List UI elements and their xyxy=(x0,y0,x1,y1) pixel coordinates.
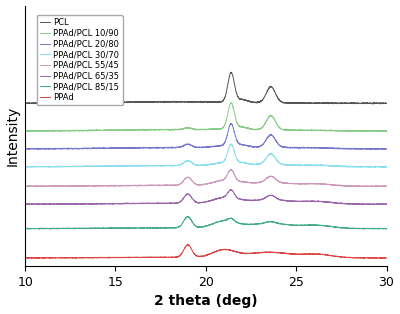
PPAd/PCL 20/80 xyxy=(370,148,374,151)
PPAd/PCL 85/15 xyxy=(338,226,343,230)
Line: PPAd/PCL 10/90: PPAd/PCL 10/90 xyxy=(25,103,386,132)
PPAd/PCL 55/45 xyxy=(338,184,343,187)
PPAd xyxy=(377,256,382,260)
PPAd/PCL 55/45 xyxy=(27,185,32,189)
PPAd/PCL 65/35 xyxy=(377,203,382,206)
PPAd/PCL 30/70 xyxy=(378,165,383,169)
PPAd xyxy=(29,257,34,260)
PPAd/PCL 85/15 xyxy=(85,226,90,230)
PCL xyxy=(378,102,383,106)
PPAd/PCL 30/70 xyxy=(64,164,69,168)
PPAd/PCL 65/35 xyxy=(64,202,69,206)
PPAd/PCL 10/90 xyxy=(228,101,233,105)
PCL xyxy=(177,100,182,104)
PPAd/PCL 65/35 xyxy=(384,202,389,206)
PPAd xyxy=(23,256,28,259)
PPAd/PCL 65/35 xyxy=(23,202,28,206)
PCL xyxy=(384,101,389,105)
PPAd/PCL 85/15 xyxy=(376,227,381,231)
PPAd/PCL 20/80 xyxy=(177,145,182,149)
PPAd/PCL 55/45 xyxy=(162,183,166,187)
PPAd/PCL 85/15 xyxy=(23,227,28,230)
PCL xyxy=(228,70,233,74)
PPAd/PCL 20/80 xyxy=(85,147,90,150)
PCL xyxy=(85,101,90,105)
PPAd/PCL 10/90 xyxy=(373,130,378,133)
Line: PPAd/PCL 30/70: PPAd/PCL 30/70 xyxy=(25,144,386,167)
PPAd/PCL 10/90 xyxy=(64,129,69,133)
PPAd/PCL 30/70 xyxy=(85,164,90,168)
PPAd/PCL 55/45 xyxy=(228,168,233,171)
PPAd/PCL 10/90 xyxy=(177,127,182,131)
Line: PCL: PCL xyxy=(25,72,386,104)
PCL xyxy=(338,101,343,105)
PCL xyxy=(161,100,166,104)
PPAd/PCL 20/80 xyxy=(338,147,343,150)
PPAd/PCL 20/80 xyxy=(161,146,166,149)
PPAd/PCL 30/70 xyxy=(23,165,28,168)
PPAd/PCL 20/80 xyxy=(23,147,28,151)
PPAd/PCL 55/45 xyxy=(23,184,28,188)
PPAd/PCL 30/70 xyxy=(177,163,182,167)
PPAd/PCL 55/45 xyxy=(64,184,69,188)
Y-axis label: Intensity: Intensity xyxy=(6,106,20,166)
PPAd/PCL 30/70 xyxy=(229,142,234,146)
PPAd/PCL 10/90 xyxy=(23,129,28,133)
PPAd/PCL 85/15 xyxy=(64,226,69,230)
PPAd/PCL 65/35 xyxy=(162,201,166,205)
PPAd xyxy=(162,256,166,259)
PCL xyxy=(377,101,382,105)
PPAd xyxy=(177,254,182,257)
PPAd/PCL 20/80 xyxy=(228,122,233,125)
PPAd/PCL 65/35 xyxy=(177,200,182,204)
Line: PPAd/PCL 65/35: PPAd/PCL 65/35 xyxy=(25,190,386,205)
PCL xyxy=(23,101,28,105)
PPAd/PCL 65/35 xyxy=(86,202,90,206)
PPAd/PCL 30/70 xyxy=(161,164,166,167)
PPAd/PCL 85/15 xyxy=(384,227,389,231)
Line: PPAd/PCL 55/45: PPAd/PCL 55/45 xyxy=(25,170,386,187)
PCL xyxy=(64,101,69,105)
Legend: PCL, PPAd/PCL 10/90, PPAd/PCL 20/80, PPAd/PCL 30/70, PPAd/PCL 55/45, PPAd/PCL 65: PCL, PPAd/PCL 10/90, PPAd/PCL 20/80, PPA… xyxy=(36,15,122,105)
PPAd/PCL 85/15 xyxy=(185,215,190,219)
PPAd/PCL 30/70 xyxy=(377,165,382,169)
X-axis label: 2 theta (deg): 2 theta (deg) xyxy=(154,295,258,308)
PPAd/PCL 85/15 xyxy=(177,225,182,228)
Line: PPAd/PCL 20/80: PPAd/PCL 20/80 xyxy=(25,123,386,149)
PPAd/PCL 85/15 xyxy=(161,226,166,230)
PPAd/PCL 65/35 xyxy=(42,203,47,207)
Line: PPAd/PCL 85/15: PPAd/PCL 85/15 xyxy=(25,217,386,229)
PPAd/PCL 30/70 xyxy=(384,165,389,169)
PPAd/PCL 10/90 xyxy=(384,129,389,133)
PPAd/PCL 55/45 xyxy=(86,184,90,188)
PPAd/PCL 30/70 xyxy=(338,165,343,168)
PPAd/PCL 20/80 xyxy=(64,147,69,150)
PPAd/PCL 65/35 xyxy=(338,201,343,205)
PPAd/PCL 10/90 xyxy=(338,129,343,133)
Line: PPAd: PPAd xyxy=(25,245,386,258)
PPAd xyxy=(185,243,190,246)
PPAd/PCL 20/80 xyxy=(384,147,389,151)
PPAd/PCL 10/90 xyxy=(161,128,166,132)
PPAd/PCL 55/45 xyxy=(377,185,382,188)
PPAd/PCL 10/90 xyxy=(85,128,90,132)
PPAd/PCL 55/45 xyxy=(177,182,182,186)
PPAd/PCL 10/90 xyxy=(377,129,382,133)
PPAd/PCL 55/45 xyxy=(384,184,389,188)
PPAd xyxy=(338,255,343,258)
PPAd xyxy=(64,256,69,260)
PPAd/PCL 65/35 xyxy=(228,188,233,192)
PPAd/PCL 85/15 xyxy=(377,227,382,230)
PPAd xyxy=(86,256,90,260)
PPAd xyxy=(384,256,389,260)
PPAd/PCL 20/80 xyxy=(377,147,382,151)
